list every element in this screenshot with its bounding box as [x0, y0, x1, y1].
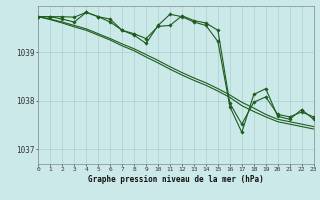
X-axis label: Graphe pression niveau de la mer (hPa): Graphe pression niveau de la mer (hPa): [88, 175, 264, 184]
